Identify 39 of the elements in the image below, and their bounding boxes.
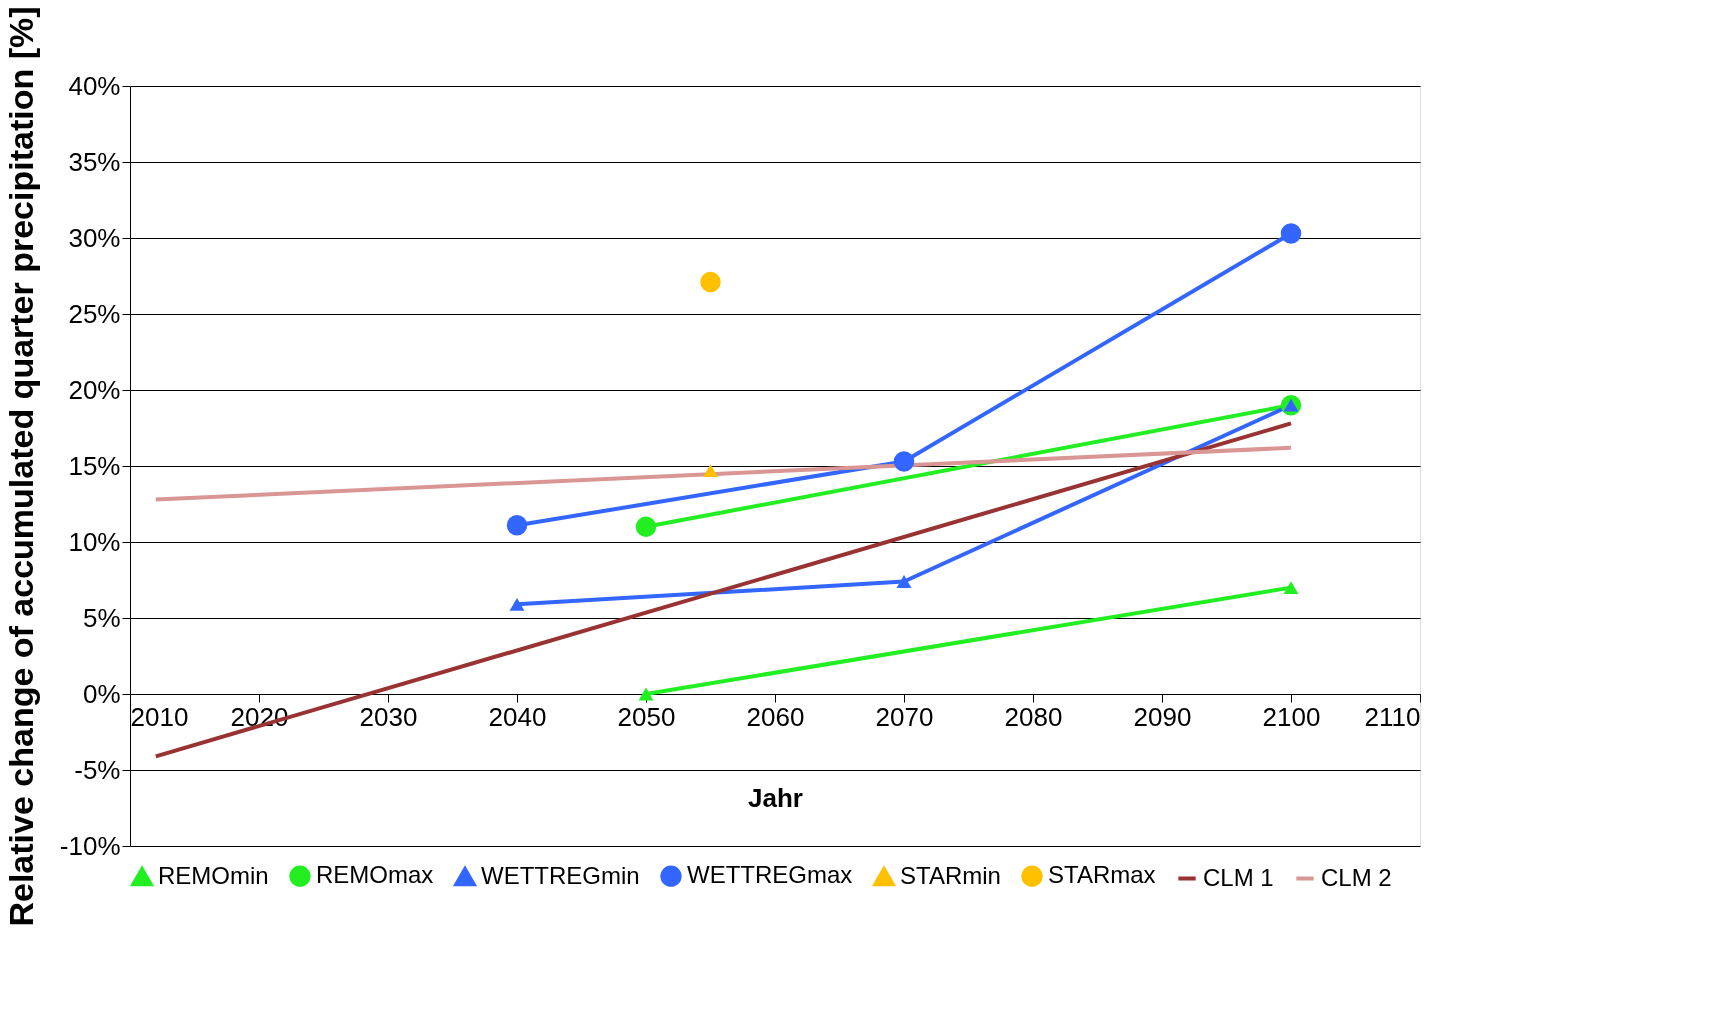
x-axis-title: Jahr — [748, 782, 803, 813]
y-tick-label: 25% — [68, 298, 121, 329]
point — [700, 271, 721, 293]
y-tick-label: 20% — [68, 374, 121, 405]
point — [635, 516, 657, 538]
y-tick-label: 10% — [68, 526, 121, 557]
x-tick-label: 2010 — [130, 701, 189, 732]
y-tick-label: -10% — [59, 830, 121, 861]
legend-label: CLM 2 — [1321, 863, 1392, 891]
legend-label: WETTREGmax — [687, 861, 853, 889]
legend-label: REMOmin — [158, 861, 269, 889]
legend-label: STARmax — [1048, 861, 1156, 889]
y-tick-label: -5% — [74, 754, 121, 785]
x-tick-label: 2050 — [617, 701, 676, 732]
x-tick-label: 2040 — [488, 701, 547, 732]
point — [509, 597, 525, 611]
point — [893, 451, 915, 472]
legend-label: WETTREGmin — [481, 861, 640, 889]
legend-label: REMOmax — [316, 861, 434, 889]
legend-label: CLM 1 — [1203, 863, 1274, 891]
y-tick-label: 0% — [82, 678, 121, 709]
x-tick-label: 2080 — [1004, 701, 1063, 732]
point — [506, 515, 528, 536]
x-tick-label: 2070 — [875, 701, 934, 732]
x-tick-label: 2100 — [1262, 701, 1321, 732]
point — [896, 575, 912, 588]
point — [703, 464, 718, 477]
y-axis-title: Relative change of accumulated quarter precipitation [%] — [1, 6, 40, 927]
point — [1280, 223, 1302, 244]
x-tick-label: 2110 — [1364, 701, 1421, 732]
x-tick-label: 2060 — [746, 701, 805, 732]
y-tick-label: 5% — [82, 602, 121, 633]
y-tick-label: 35% — [68, 146, 121, 177]
x-tick-label: 2030 — [359, 701, 418, 732]
y-tick-label: 40% — [68, 70, 121, 101]
x-tick-label: 2090 — [1133, 701, 1192, 732]
legend-label: STARmin — [900, 861, 1001, 889]
y-tick-label: 15% — [68, 450, 121, 481]
y-tick-label: 30% — [68, 222, 121, 253]
